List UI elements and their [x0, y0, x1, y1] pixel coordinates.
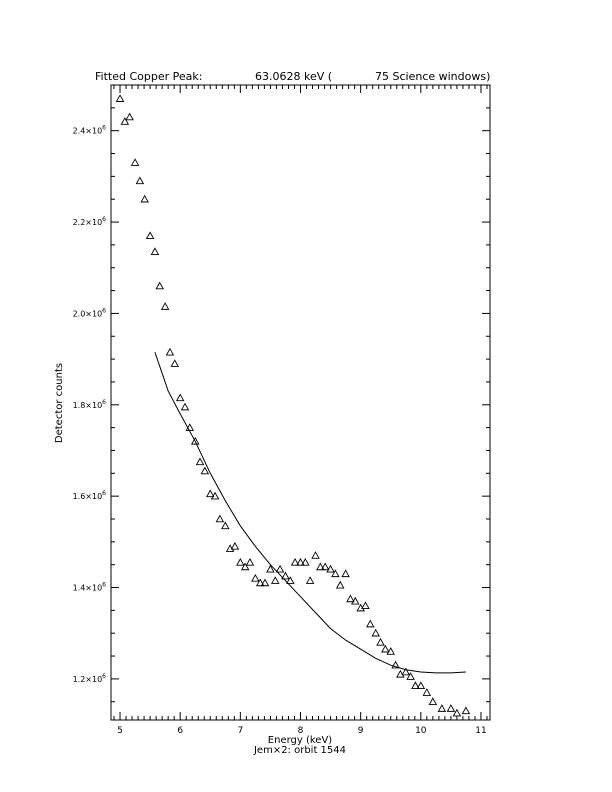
- data-point: [125, 112, 134, 121]
- data-point: [381, 644, 390, 653]
- data-point: [275, 564, 285, 573]
- data-point: [296, 557, 305, 566]
- data-point: [437, 704, 447, 712]
- data-point: [236, 557, 245, 566]
- data-point: [251, 573, 260, 582]
- data-point: [446, 704, 456, 712]
- data-point: [260, 578, 270, 587]
- y-tick-label: 1.4×106: [73, 582, 107, 593]
- data-point: [366, 619, 375, 628]
- data-point: [175, 393, 185, 402]
- chart-title-part-2: 63.0628 keV (: [255, 70, 332, 83]
- data-point: [311, 551, 320, 559]
- data-point: [305, 576, 315, 584]
- data-point: [225, 544, 235, 552]
- axis-tick-labels: 5 6 7 8 9 10 11 1.2×106 1.4×106 1.6×106 1.8×106 2.0…: [73, 125, 487, 736]
- data-point: [120, 117, 130, 125]
- data-point: [286, 576, 295, 584]
- data-point: [350, 596, 360, 605]
- data-point: [270, 576, 280, 584]
- axis-ticks: [111, 84, 490, 720]
- x-tick-label: 11: [475, 726, 486, 736]
- data-point: [135, 176, 145, 185]
- data-point: [316, 562, 325, 571]
- y-tick-label: 2.0×106: [73, 307, 107, 318]
- data-points: [115, 94, 471, 717]
- data-point: [255, 578, 265, 587]
- y-tick-label: 1.6×106: [73, 490, 107, 501]
- data-point: [210, 491, 220, 500]
- data-point: [356, 603, 365, 612]
- data-point: [221, 521, 230, 530]
- data-point: [205, 489, 215, 498]
- data-point: [190, 436, 200, 445]
- y-tick-label: 1.8×106: [73, 399, 107, 410]
- data-point: [346, 594, 355, 603]
- x-tick-label: 6: [177, 726, 183, 736]
- y-axis-label: Detector counts: [54, 363, 65, 443]
- y-tick-label: 2.4×106: [73, 125, 107, 136]
- data-point: [245, 557, 255, 566]
- data-point: [230, 541, 240, 550]
- data-point: [240, 562, 250, 571]
- data-point: [391, 660, 400, 669]
- data-point: [200, 466, 210, 475]
- x-tick-label: 10: [415, 726, 427, 736]
- data-point: [150, 247, 160, 255]
- x-tick-label: 9: [358, 726, 364, 736]
- data-point: [371, 628, 380, 637]
- data-point: [335, 580, 345, 589]
- x-tick-label: 7: [237, 726, 243, 736]
- chart-title-part-3: 75 Science windows): [375, 70, 490, 83]
- data-point: [331, 569, 340, 578]
- data-point: [411, 681, 420, 689]
- data-point: [461, 706, 471, 715]
- data-point: [396, 669, 405, 678]
- data-point: [361, 601, 370, 610]
- data-point: [422, 688, 432, 696]
- data-point: [130, 158, 140, 166]
- fit-curve: [154, 352, 466, 674]
- data-point: [160, 302, 170, 310]
- data-point: [195, 457, 205, 466]
- data-point: [301, 557, 310, 566]
- data-point: [428, 697, 438, 705]
- data-point: [341, 569, 350, 578]
- data-point: [452, 708, 462, 717]
- data-point: [416, 681, 426, 689]
- data-point: [155, 281, 164, 290]
- data-point: [145, 231, 155, 240]
- data-point: [266, 564, 275, 573]
- y-tick-label: 2.2×106: [73, 216, 107, 227]
- data-point: [376, 637, 385, 646]
- data-point: [401, 667, 411, 676]
- y-tick-label: 1.2×106: [73, 673, 107, 684]
- data-point: [290, 557, 300, 566]
- data-point: [140, 194, 149, 203]
- data-point: [281, 571, 290, 580]
- data-point: [320, 562, 330, 571]
- data-point: [165, 347, 175, 356]
- chart-subtitle: Jem×2: orbit 1544: [253, 745, 346, 756]
- data-point: [406, 672, 415, 680]
- data-point: [215, 514, 225, 523]
- data-point: [185, 423, 195, 431]
- x-axis-label: Energy (keV): [268, 735, 333, 746]
- x-tick-label: 5: [117, 726, 123, 736]
- data-point: [170, 359, 180, 367]
- data-point: [386, 647, 396, 655]
- data-point: [326, 564, 335, 573]
- chart-title-part-1: Fitted Copper Peak:: [95, 70, 202, 83]
- x-tick-label: 8: [298, 726, 304, 736]
- data-point: [115, 94, 125, 102]
- data-point: [180, 402, 190, 411]
- plot-frame: [110, 84, 491, 721]
